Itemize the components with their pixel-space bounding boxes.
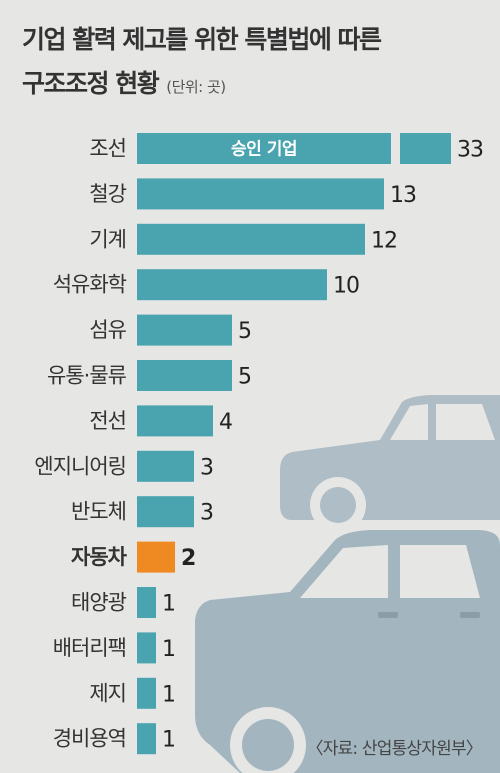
category-label: 철강 [89, 182, 126, 206]
category-label: 경비용역 [53, 727, 126, 751]
bar [137, 496, 194, 528]
bar [137, 223, 365, 255]
value-label: 2 [181, 546, 195, 571]
value-label: 3 [200, 455, 213, 480]
value-label: 5 [238, 365, 251, 390]
bar [137, 405, 213, 437]
category-label: 석유화학 [53, 273, 127, 297]
value-label: 33 [457, 138, 483, 163]
value-label: 4 [219, 410, 232, 435]
value-label: 5 [238, 319, 251, 344]
bar-highlighted [137, 541, 175, 573]
category-label: 유통·물류 [47, 364, 127, 388]
category-label: 전선 [89, 409, 126, 433]
value-label: 1 [162, 592, 175, 617]
source-note: 〈자료: 산업통상자원부〉 [306, 739, 483, 759]
value-label: 13 [390, 183, 416, 208]
value-label: 1 [162, 637, 175, 662]
chart-title-line1: 기업 활력 제고를 위한 특별법에 따른 [22, 25, 382, 54]
bar [137, 360, 232, 391]
bar [137, 178, 384, 210]
bar [137, 314, 232, 346]
category-label: 자동차 [71, 545, 128, 569]
value-label: 10 [333, 274, 359, 299]
unit-label: (단위: 곳) [166, 78, 226, 96]
bar-segment [137, 133, 391, 164]
value-label: 3 [200, 501, 213, 526]
category-label: 조선 [89, 137, 126, 161]
category-label: 태양광 [71, 591, 127, 615]
value-label: 1 [162, 728, 175, 753]
category-label: 반도체 [71, 500, 126, 524]
chart-title-block: 기업 활력 제고를 위한 특별법에 따른 구조조정 현황 (단위: 곳) [22, 18, 382, 109]
value-label: 12 [371, 228, 397, 253]
bar-segment [400, 133, 451, 164]
chart-title-line2: 구조조정 현황 [22, 69, 160, 98]
category-label: 배터리팩 [53, 636, 126, 660]
bar-annotation: 승인 기업 [231, 140, 297, 160]
category-label: 기계 [89, 227, 126, 251]
category-label: 제지 [89, 681, 126, 705]
bar [137, 677, 156, 709]
bar [137, 269, 327, 301]
bar [137, 450, 194, 482]
category-label: 섬유 [89, 318, 126, 342]
bar [137, 723, 156, 755]
chart-title-line2-wrap: 구조조정 현황 (단위: 곳) [22, 62, 381, 109]
bar [137, 587, 156, 618]
category-label: 엔지니어링 [34, 454, 126, 478]
value-label: 1 [162, 682, 175, 707]
bar [137, 632, 156, 664]
